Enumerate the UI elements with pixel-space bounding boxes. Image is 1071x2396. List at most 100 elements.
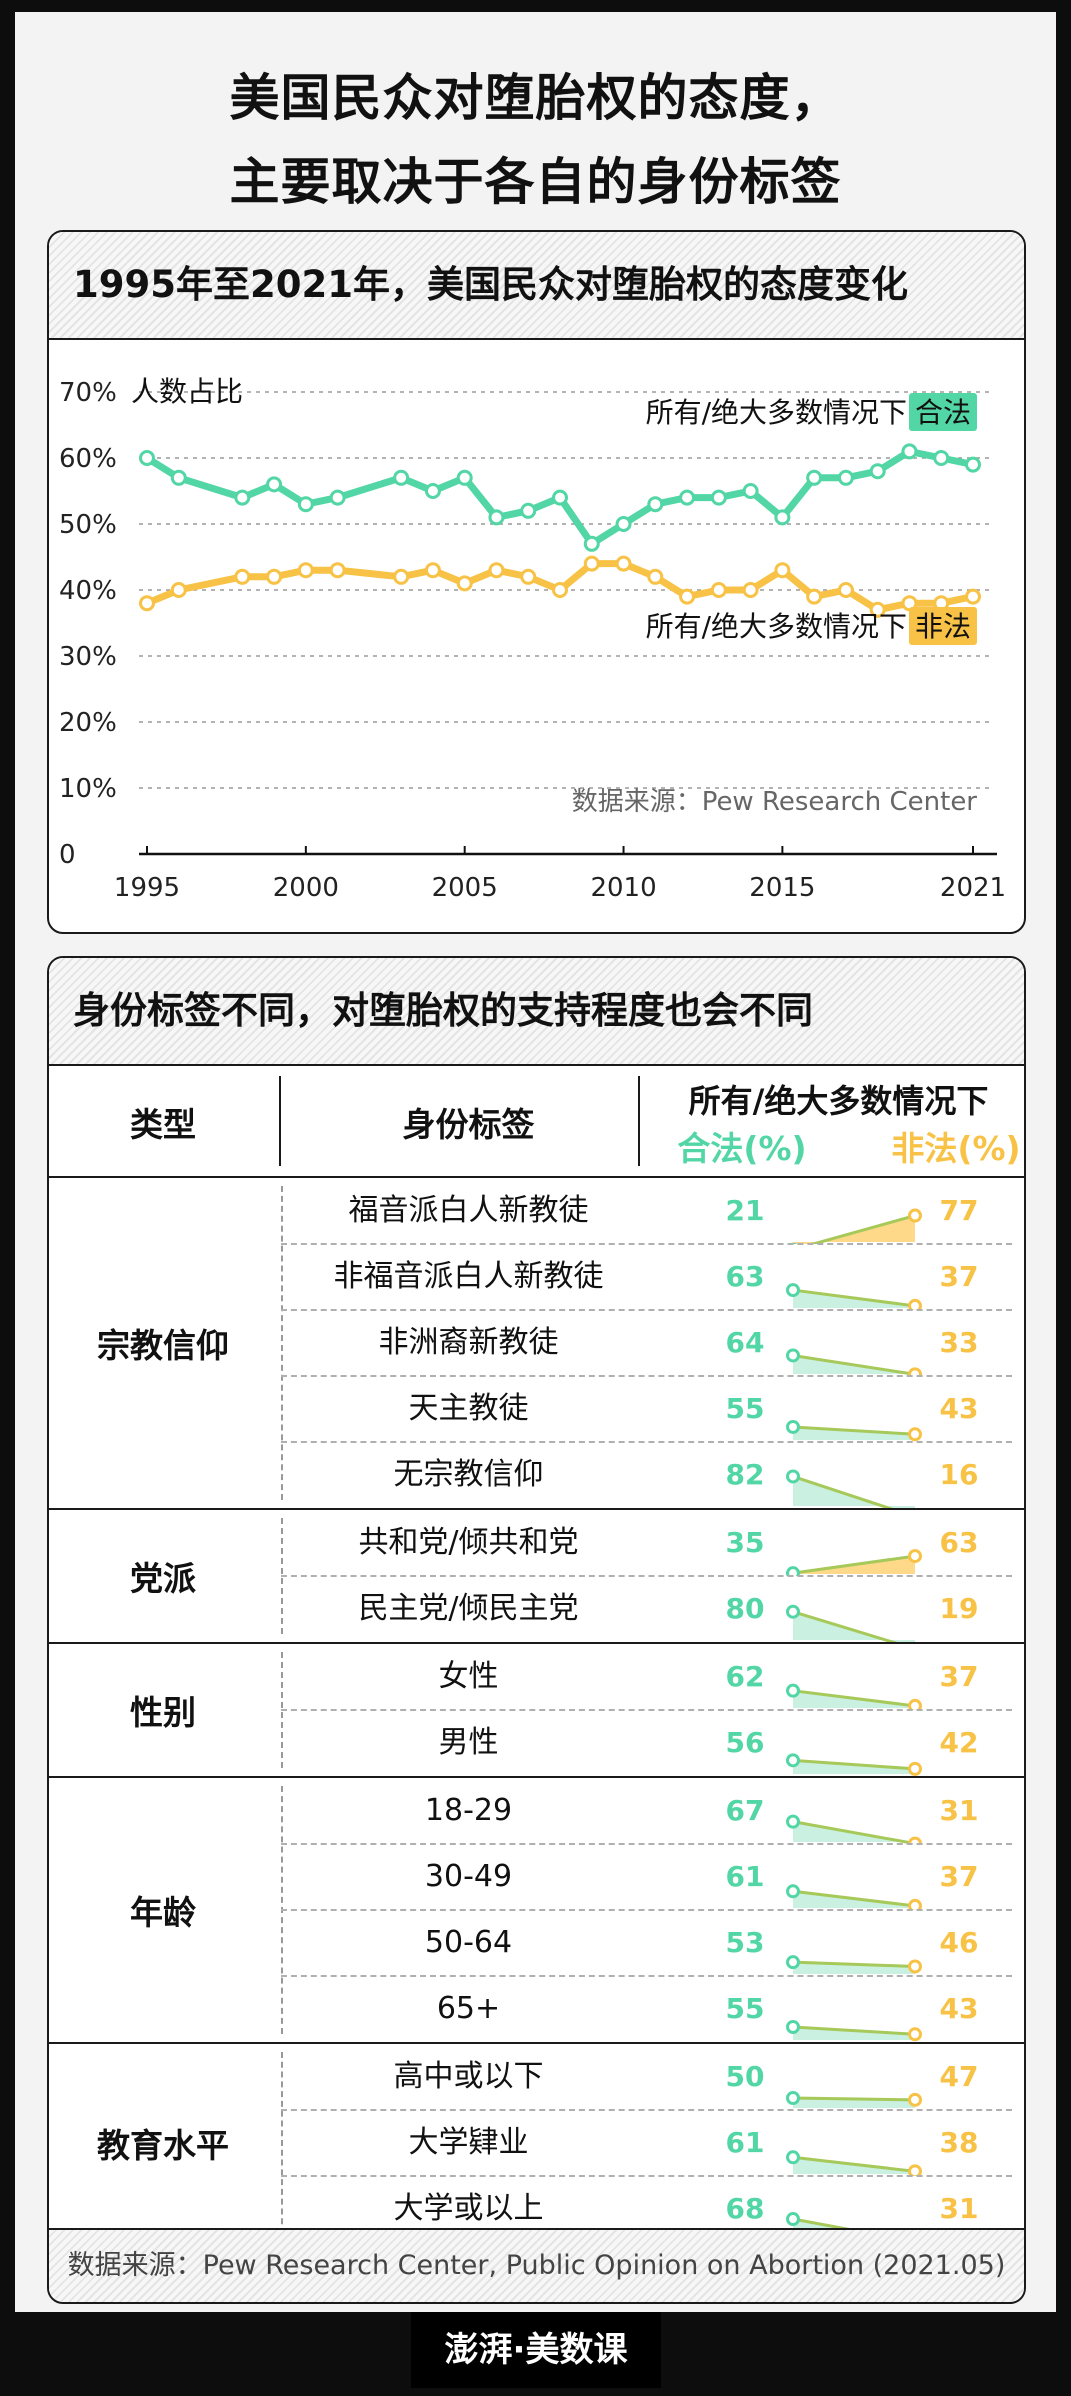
illegal-data-point (234, 568, 251, 585)
legal-data-point (424, 483, 441, 499)
legal-data-point (615, 516, 632, 532)
identity-label: 大学或以上 (393, 2191, 544, 2226)
identity-label: 高中或以下 (393, 2059, 544, 2094)
table-row: 无宗教信仰 82 16 (49, 1441, 1024, 1508)
brand-logo: 澎湃·美数课 (411, 2312, 661, 2388)
legal-data-point (806, 469, 823, 486)
legal-value: 63 (725, 1260, 765, 1293)
legal-data-point (965, 456, 981, 473)
legal-data-point (901, 443, 918, 460)
identity-label: 男性 (438, 1725, 499, 1760)
legal-value: 61 (725, 2126, 765, 2159)
legal-data-point (234, 489, 251, 506)
slope-line (792, 1475, 894, 1508)
legal-data-point (393, 469, 410, 486)
trend-chart-panel: 1995年至2021年，美国民众对堕胎权的态度变化 0 10% 20% 30% 40% 5… (47, 230, 1026, 934)
x-tick-label: 2010 (590, 873, 656, 903)
illegal-data-point (742, 582, 759, 598)
identity-label: 18-29 (424, 1793, 513, 1828)
table-source-note: 数据来源：Pew Research Center, Public Opinion… (49, 2228, 1024, 2302)
legal-value: 21 (725, 1194, 765, 1227)
slope-mark (788, 1208, 922, 1244)
identity-label: 民主党/倾民主党 (358, 1591, 579, 1626)
illegal-value: 31 (939, 2192, 979, 2225)
trend-chart-heading: 1995年至2021年，美国民众对堕胎权的态度变化 (73, 263, 908, 306)
illegal-point (908, 1298, 922, 1310)
illegal-value: 47 (939, 2060, 979, 2093)
table-row: 非福音派白人新教徒 63 37 (49, 1243, 1024, 1310)
illegal-point (908, 1959, 922, 1974)
slope-mark (786, 1283, 922, 1310)
legal-data-point (266, 476, 283, 493)
legal-data-point (552, 489, 568, 506)
illegal-point (908, 2164, 922, 2176)
col-illegal-header: 非法(%) (891, 1129, 1021, 1168)
identity-label: 天主教徒 (408, 1391, 529, 1426)
legal-data-point (742, 483, 759, 499)
illegal-data-point (424, 562, 441, 579)
table-group: 性别 女性 62 37 男性 56 42 (49, 1644, 1024, 1778)
group-divider (281, 1186, 283, 1500)
illegal-data-point (266, 568, 283, 585)
illegal-point (908, 1761, 922, 1776)
slope-line (792, 1610, 898, 1642)
illegal-point (908, 1898, 922, 1910)
table-column-header: 类型 身份标签 所有/绝大多数情况下 合法(%) 非法(%) (49, 1066, 1024, 1178)
x-tick-label: 2000 (273, 873, 339, 903)
illegal-value: 46 (939, 1926, 979, 1959)
legal-point (786, 1469, 800, 1484)
legal-value: 56 (725, 1726, 765, 1759)
illegal-legend-tag-bg (909, 607, 977, 645)
illegal-data-point (520, 568, 537, 585)
slope-line (792, 1554, 916, 1575)
legal-value: 80 (725, 1592, 765, 1625)
table-row: 民主党/倾民主党 80 19 (49, 1575, 1024, 1642)
table-row: 50-64 53 46 (49, 1909, 1024, 1976)
legal-data-point (329, 489, 346, 506)
legal-data-point (869, 463, 886, 480)
legal-data-point (520, 502, 537, 519)
identity-label: 无宗教信仰 (393, 1457, 544, 1492)
legal-point (786, 2212, 800, 2227)
legal-value: 62 (725, 1660, 765, 1693)
illegal-point (908, 1367, 922, 1376)
identity-label: 30-49 (424, 1859, 513, 1894)
table-group: 教育水平 高中或以下 50 47 大学肄业 61 38 大学或以上 68 31 (49, 2044, 1024, 2242)
illegal-data-point (615, 555, 632, 572)
identity-table-heading: 身份标签不同，对堕胎权的支持程度也会不同 (73, 989, 813, 1032)
table-group: 年龄 18-29 67 31 30-49 61 37 50-64 53 46 65+ 55 43 (49, 1778, 1024, 2044)
illegal-data-point (488, 562, 505, 579)
y-tick-label: 30% (59, 642, 117, 672)
x-tick-label: 1995 (114, 873, 180, 903)
table-row: 男性 56 42 (49, 1709, 1024, 1776)
illegal-value: 38 (939, 2126, 979, 2159)
illegal-data-point (170, 582, 187, 598)
legal-point (786, 1566, 800, 1576)
table-body: 宗教信仰 福音派白人新教徒 21 77 非福音派白人新教徒 63 37 非洲裔新教徒 64 33 天… (49, 1178, 1024, 2242)
header-divider (279, 1076, 281, 1166)
illegal-value: 16 (939, 1458, 979, 1491)
illegal-point (908, 1208, 922, 1223)
legal-legend-tag-bg (909, 393, 977, 431)
y-tick-label: 70% (59, 378, 117, 408)
y-tick-label: 60% (59, 444, 117, 474)
legal-point (786, 1348, 800, 1363)
main-title: 美国民众对堕胎权的态度， 主要取决于各自的身份标签 (15, 56, 1056, 224)
slope-line (792, 1889, 916, 1908)
slope-line (792, 1689, 916, 1708)
legal-data-point (679, 489, 696, 506)
slope-mark (786, 1419, 922, 1442)
col-label-header: 身份标签 (402, 1105, 535, 1144)
table-group: 宗教信仰 福音派白人新教徒 21 77 非福音派白人新教徒 63 37 非洲裔新教徒 64 33 天… (49, 1178, 1024, 1510)
col-desc-header: 所有/绝大多数情况下 (688, 1082, 989, 1120)
y-tick-label: 0 (59, 840, 76, 870)
table-row: 30-49 61 37 (49, 1843, 1024, 1910)
legal-point (786, 2019, 800, 2034)
illegal-legend-label: 所有/绝大多数情况下 (646, 610, 907, 643)
y-axis-title: 人数占比 (131, 375, 243, 408)
illegal-data-point (139, 595, 155, 612)
table-row: 福音派白人新教徒 21 77 (49, 1178, 1024, 1244)
identity-label: 65+ (436, 1991, 501, 2026)
legal-data-point (170, 469, 187, 486)
illegal-point (908, 2092, 922, 2107)
